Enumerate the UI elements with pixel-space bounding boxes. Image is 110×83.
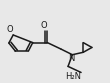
Text: N: N xyxy=(68,54,74,63)
Text: O: O xyxy=(40,21,47,30)
Text: H₂N: H₂N xyxy=(65,72,81,81)
Text: O: O xyxy=(7,25,14,34)
